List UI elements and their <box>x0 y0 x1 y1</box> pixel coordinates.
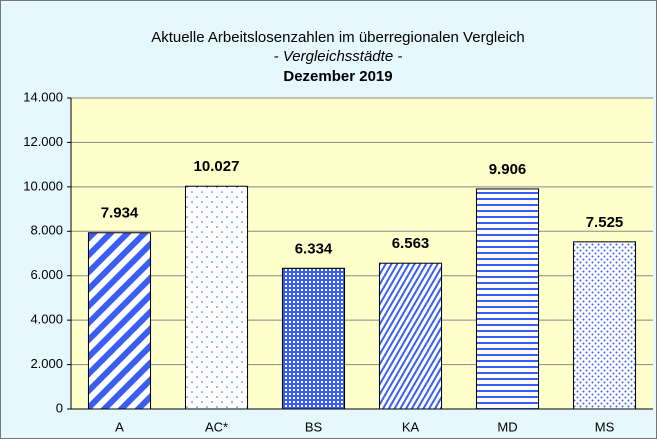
x-tick-label: A <box>115 419 124 434</box>
value-label: 9.906 <box>489 161 527 178</box>
value-label: 10.027 <box>194 158 240 175</box>
bar <box>378 262 443 410</box>
value-label: 6.334 <box>295 240 333 257</box>
x-tick-label: BS <box>305 419 323 434</box>
bar <box>475 188 540 410</box>
y-tick-label: 14.000 <box>23 89 63 104</box>
y-tick-label: 10.000 <box>23 178 63 193</box>
x-tick-label: AC* <box>205 419 228 434</box>
x-tick-label: MD <box>497 419 517 434</box>
value-label: 7.934 <box>101 205 139 222</box>
bar <box>184 185 249 410</box>
y-tick-label: 2.000 <box>30 356 63 371</box>
bar <box>281 267 346 410</box>
x-tick-label: KA <box>402 419 420 434</box>
y-tick-label: 12.000 <box>23 134 63 149</box>
plot-area <box>71 98 653 409</box>
subtitle: - Vergleichsstädte - <box>274 48 403 65</box>
bar <box>572 241 637 410</box>
bar <box>87 232 152 410</box>
x-tick-label: MS <box>595 419 615 434</box>
y-tick-label: 4.000 <box>30 312 63 327</box>
value-label: 6.563 <box>392 235 430 252</box>
period: Dezember 2019 <box>283 68 392 85</box>
value-label: 7.525 <box>586 214 624 231</box>
y-tick-label: 8.000 <box>30 223 63 238</box>
y-tick-label: 0 <box>56 400 63 415</box>
y-tick-label: 6.000 <box>30 267 63 282</box>
chart-title: Aktuelle Arbeitslosenzahlen im überregio… <box>151 29 525 46</box>
